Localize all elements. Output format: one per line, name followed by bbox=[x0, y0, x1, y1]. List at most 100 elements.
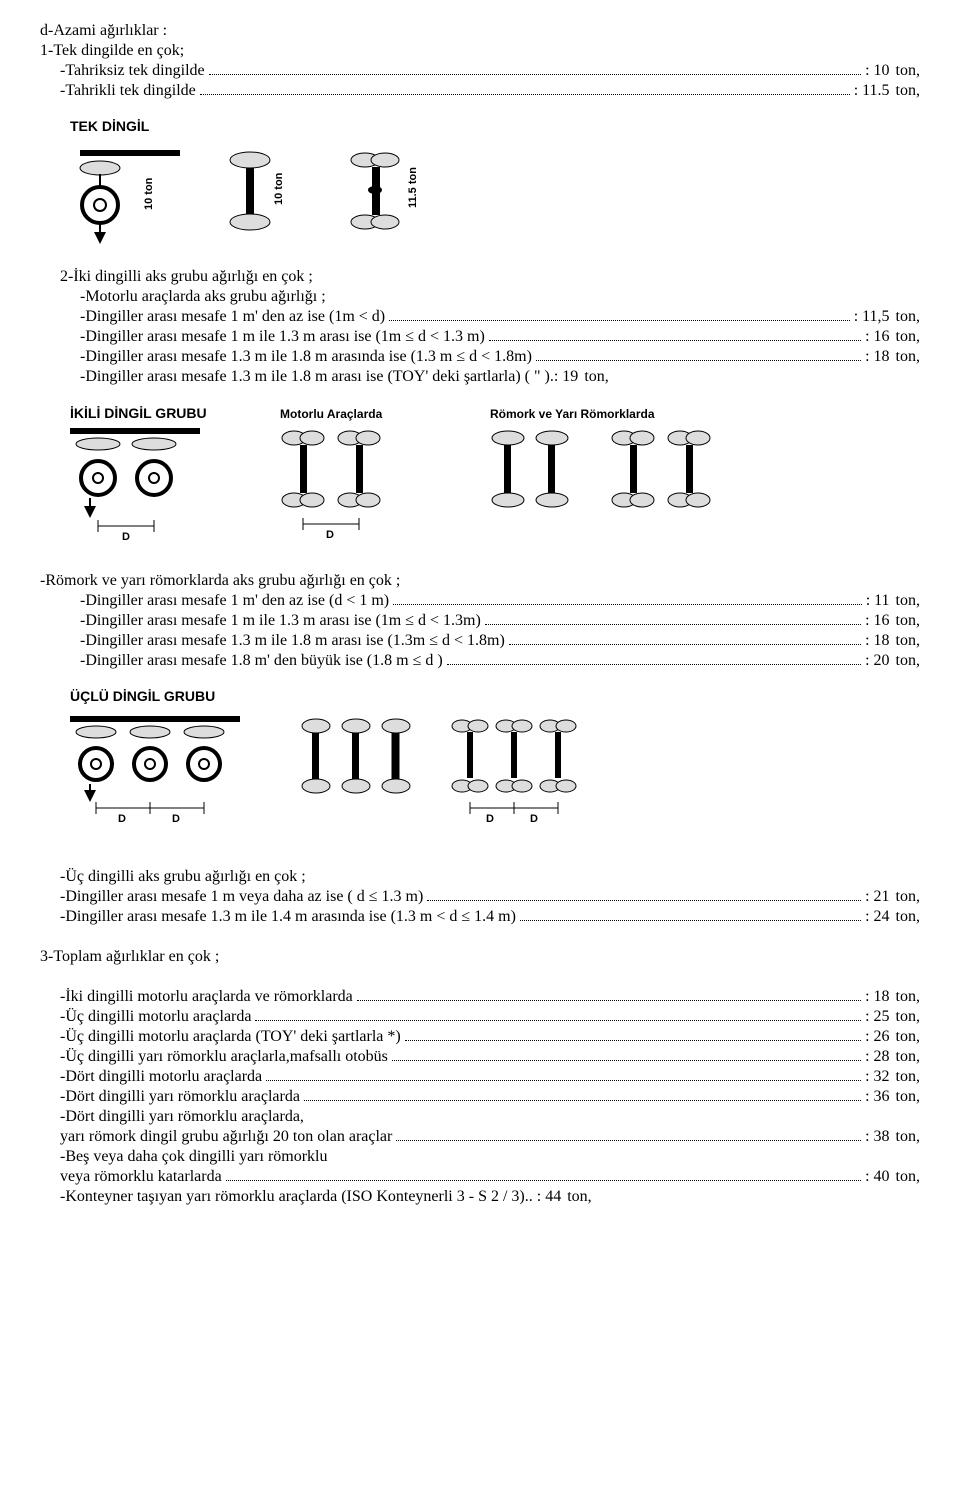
value: : 18 bbox=[865, 988, 889, 1006]
row-romork-2: -Dingiller arası mesafe 1.3 m ile 1.8 m … bbox=[40, 632, 920, 650]
diagram-ikili: İKİLİ DİNGİL GRUBU Motorlu Araçlarda Röm… bbox=[70, 404, 920, 554]
label: -Dingiller arası mesafe 1 m ile 1.3 m ar… bbox=[80, 612, 481, 630]
diagram2-sub1: Motorlu Araçlarda bbox=[280, 407, 383, 421]
value: : 11.5 bbox=[854, 82, 890, 100]
row-romork-1: -Dingiller arası mesafe 1 m ile 1.3 m ar… bbox=[40, 612, 920, 630]
unit: ton, bbox=[896, 348, 920, 366]
label: -Tahrikli tek dingilde bbox=[60, 82, 196, 100]
label: -Üç dingilli motorlu araçlarda bbox=[60, 1008, 251, 1026]
dots bbox=[405, 1040, 861, 1041]
unit: ton, bbox=[896, 632, 920, 650]
value: : 28 bbox=[865, 1048, 889, 1066]
unit: ton, bbox=[584, 368, 608, 386]
row-iki-2: -Dingiller arası mesafe 1.3 m ile 1.8 m … bbox=[40, 348, 920, 366]
diagram3-d1: D bbox=[118, 813, 126, 825]
value: : 20 bbox=[865, 652, 889, 670]
label: -Üç dingilli yarı römorklu araçlarla,maf… bbox=[60, 1048, 388, 1066]
dots bbox=[520, 920, 861, 921]
heading-uc: -Üç dingilli aks grubu ağırlığı en çok ; bbox=[40, 868, 920, 886]
diagram-uclu: ÜÇLÜ DİNGİL GRUBU D D bbox=[70, 688, 920, 850]
value: .. : 44 bbox=[525, 1188, 561, 1206]
section-d-h1: 1-Tek dingilde en çok; bbox=[40, 42, 920, 60]
unit: ton, bbox=[896, 908, 920, 926]
dots bbox=[389, 320, 850, 321]
label: veya römorklu katarlarda bbox=[60, 1168, 222, 1186]
vlabel-3: 11.5 ton bbox=[407, 167, 419, 208]
row-romork-3: -Dingiller arası mesafe 1.8 m' den büyük… bbox=[40, 652, 920, 670]
unit: ton, bbox=[567, 1188, 591, 1206]
value: : 11 bbox=[866, 592, 890, 610]
diagram-tek-dingil: TEK DİNGİL 10 ton 10 ton bbox=[70, 118, 920, 250]
dots bbox=[226, 1180, 861, 1181]
label: -Üç dingilli motorlu araçlarda (TOY' dek… bbox=[60, 1028, 401, 1046]
value: : 38 bbox=[865, 1128, 889, 1146]
unit: ton, bbox=[896, 328, 920, 346]
value: : 32 bbox=[865, 1068, 889, 1086]
value: : 16 bbox=[865, 328, 889, 346]
value: : 36 bbox=[865, 1088, 889, 1106]
row-top-1: -Üç dingilli motorlu araçlarda : 25 ton, bbox=[40, 1008, 920, 1026]
dots bbox=[304, 1100, 861, 1101]
row-sp2b: veya römorklu katarlarda : 40 ton, bbox=[40, 1168, 920, 1186]
toplam-sp2: -Beş veya daha çok dingilli yarı römorkl… bbox=[40, 1148, 920, 1166]
label: -Konteyner taşıyan yarı römorklu araçlar… bbox=[60, 1188, 525, 1206]
unit: ton, bbox=[896, 988, 920, 1006]
label: -Dingiller arası mesafe 1 m' den az ise … bbox=[80, 592, 389, 610]
dots bbox=[392, 1060, 861, 1061]
dots bbox=[200, 94, 850, 95]
value: : 21 bbox=[865, 888, 889, 906]
label: -Dingiller arası mesafe 1.8 m' den büyük… bbox=[80, 652, 443, 670]
value: : 40 bbox=[865, 1168, 889, 1186]
dots bbox=[209, 74, 861, 75]
row-iki-0: -Dingiller arası mesafe 1 m' den az ise … bbox=[40, 308, 920, 326]
value: : 25 bbox=[865, 1008, 889, 1026]
value: : 19 bbox=[554, 368, 578, 386]
label: -Dört dingilli motorlu araçlarda bbox=[60, 1068, 262, 1086]
diagram3-title: ÜÇLÜ DİNGİL GRUBU bbox=[70, 688, 920, 704]
label: yarı römork dingil grubu ağırlığı 20 ton… bbox=[60, 1128, 392, 1146]
row-tahrikli: -Tahrikli tek dingilde : 11.5 ton, bbox=[40, 82, 920, 100]
dots bbox=[255, 1020, 861, 1021]
label: -Dingiller arası mesafe 1 m ile 1.3 m ar… bbox=[80, 328, 485, 346]
unit: ton, bbox=[896, 1168, 920, 1186]
value: : 16 bbox=[865, 612, 889, 630]
label: -Tahriksiz tek dingilde bbox=[60, 62, 205, 80]
unit: ton, bbox=[896, 592, 920, 610]
diagram2-d2: D bbox=[326, 529, 334, 541]
unit: ton, bbox=[896, 652, 920, 670]
heading-romork: -Römork ve yarı römorklarda aks grubu ağ… bbox=[40, 572, 920, 590]
dots bbox=[427, 900, 861, 901]
row-top-5: -Dört dingilli yarı römorklu araçlarda :… bbox=[40, 1088, 920, 1106]
value: : 11,5 bbox=[854, 308, 890, 326]
diagram2-sub2: Römork ve Yarı Römorklarda bbox=[490, 407, 655, 421]
unit: ton, bbox=[896, 1028, 920, 1046]
diagram3-d4: D bbox=[530, 813, 538, 825]
subheading-motorlu: -Motorlu araçlarda aks grubu ağırlığı ; bbox=[40, 288, 920, 306]
row-sp3: -Konteyner taşıyan yarı römorklu araçlar… bbox=[40, 1188, 920, 1206]
diagram2-title: İKİLİ DİNGİL GRUBU bbox=[70, 405, 207, 421]
label: -Dingiller arası mesafe 1.3 m ile 1.8 m … bbox=[80, 348, 532, 366]
diagram3-d3: D bbox=[486, 813, 494, 825]
heading-toplam: 3-Toplam ağırlıklar en çok ; bbox=[40, 948, 920, 966]
row-uc-1: -Dingiller arası mesafe 1.3 m ile 1.4 m … bbox=[40, 908, 920, 926]
dots bbox=[485, 624, 861, 625]
label: -Dingiller arası mesafe 1.3 m ile 1.8 m … bbox=[80, 632, 505, 650]
value: : 18 bbox=[865, 632, 889, 650]
value: : 24 bbox=[865, 908, 889, 926]
unit: ton, bbox=[896, 62, 920, 80]
unit: ton, bbox=[896, 1048, 920, 1066]
section-d-title: d-Azami ağırlıklar : bbox=[40, 22, 920, 40]
dots bbox=[509, 644, 861, 645]
row-iki-1: -Dingiller arası mesafe 1 m ile 1.3 m ar… bbox=[40, 328, 920, 346]
dots bbox=[266, 1080, 861, 1081]
dots bbox=[489, 340, 861, 341]
label: -Dingiller arası mesafe 1 m veya daha az… bbox=[60, 888, 423, 906]
unit: ton, bbox=[896, 308, 920, 326]
unit: ton, bbox=[896, 888, 920, 906]
unit: ton, bbox=[896, 1008, 920, 1026]
value: : 10 bbox=[865, 62, 889, 80]
unit: ton, bbox=[896, 612, 920, 630]
row-top-2: -Üç dingilli motorlu araçlarda (TOY' dek… bbox=[40, 1028, 920, 1046]
row-uc-0: -Dingiller arası mesafe 1 m veya daha az… bbox=[40, 888, 920, 906]
diagram-title: TEK DİNGİL bbox=[70, 118, 920, 134]
